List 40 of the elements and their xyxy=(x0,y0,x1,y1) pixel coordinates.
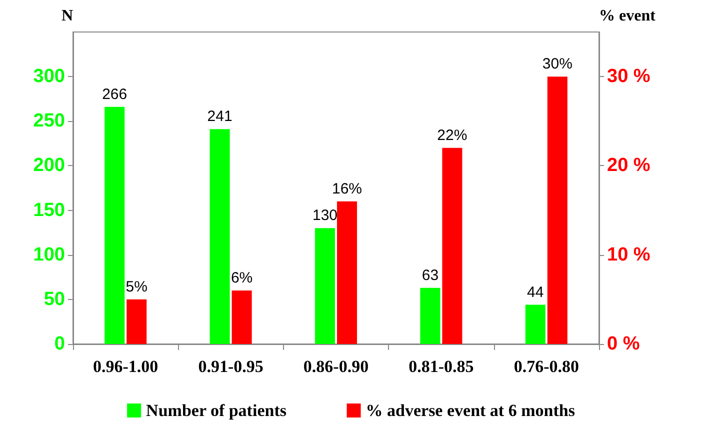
y2-axis-title: % event xyxy=(599,8,656,24)
y-tick-label: 250 xyxy=(33,110,65,132)
x-tick-label: 0.91-0.95 xyxy=(198,357,264,376)
data-label: 44 xyxy=(527,284,544,301)
bar xyxy=(337,201,357,344)
x-tick-label: 0.81-0.85 xyxy=(408,357,474,376)
data-label: 22% xyxy=(437,126,468,144)
legend-label: % adverse event at 6 months xyxy=(366,401,576,420)
y-axis-title: N xyxy=(61,8,74,24)
bar xyxy=(442,148,462,344)
data-label: 30% xyxy=(542,56,572,73)
y-tick-label: 100 xyxy=(33,244,65,266)
bar xyxy=(420,288,440,344)
data-label: 241 xyxy=(207,108,232,126)
data-label: 130 xyxy=(312,207,338,224)
y2-tick-label: 0 % xyxy=(607,334,640,354)
bar xyxy=(104,106,125,344)
y2-tick-label: 10 % xyxy=(607,244,650,266)
bar xyxy=(315,228,335,344)
bar xyxy=(232,290,252,344)
y2-tick-label: 30 % xyxy=(607,66,650,88)
data-label: 266 xyxy=(102,86,128,103)
y-tick-label: 300 xyxy=(33,66,65,88)
x-tick-label: 0.96-1.00 xyxy=(93,357,158,376)
y2-tick-label: 20 % xyxy=(607,155,650,176)
data-label: 16% xyxy=(332,180,362,198)
y-tick-label: 0 xyxy=(54,334,65,354)
bar xyxy=(525,304,546,344)
data-label: 6% xyxy=(230,270,253,287)
bar xyxy=(547,76,568,344)
bar xyxy=(126,299,147,344)
x-tick-label: 0.76-0.80 xyxy=(514,357,579,376)
data-label: 5% xyxy=(126,278,148,296)
bar xyxy=(210,129,230,344)
y-tick-label: 50 xyxy=(44,288,65,310)
y-tick-label: 150 xyxy=(33,200,65,221)
y-tick-label: 200 xyxy=(33,155,65,176)
legend-label: Number of patients xyxy=(146,401,287,420)
x-tick-label: 0.86-0.90 xyxy=(303,357,369,376)
data-label: 63 xyxy=(422,266,439,284)
